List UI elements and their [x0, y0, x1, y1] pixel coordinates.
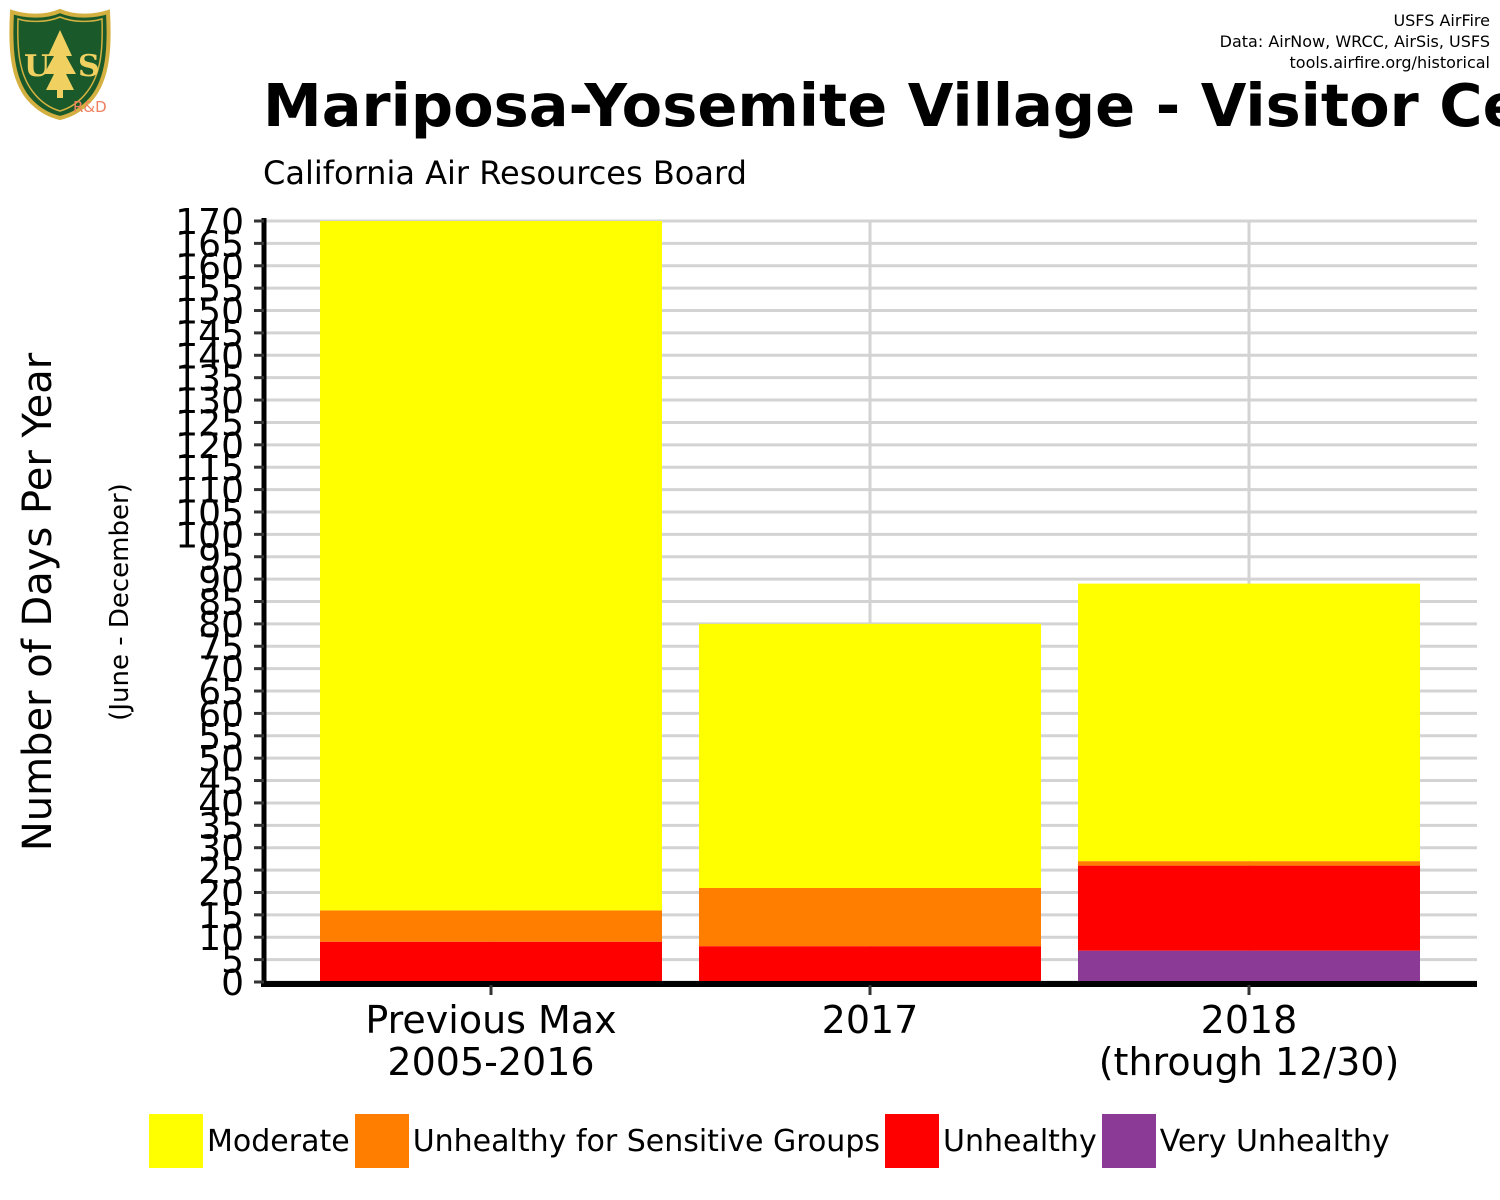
bar-very-unhealthy-3 — [1078, 950, 1420, 982]
forest-service-shield-icon: U S — [9, 8, 111, 120]
logo-rd-label: R&D — [73, 98, 107, 116]
y-tick-label: 60 — [198, 694, 244, 735]
y-tick-label: 35 — [198, 806, 244, 847]
y-tick-label: 95 — [198, 538, 244, 579]
y-tick-label: 25 — [198, 851, 244, 892]
legend-swatch — [149, 1114, 203, 1168]
y-tick-label: 90 — [198, 560, 244, 601]
legend-swatch — [354, 1114, 409, 1168]
y-tick-label: 75 — [198, 627, 244, 668]
legend-item-unhealthy-for-sensitive-groups: Unhealthy for Sensitive Groups — [354, 1114, 880, 1168]
y-tick-label: 10 — [198, 918, 244, 959]
y-tick-label: 80 — [198, 605, 244, 646]
bar-moderate-1 — [320, 221, 662, 911]
bar-unhealthy-1 — [320, 941, 662, 982]
y-tick-label: 5 — [221, 941, 244, 982]
y-tick-label: 30 — [198, 829, 244, 870]
legend-item-unhealthy: Unhealthy — [885, 1114, 1097, 1168]
svg-text:S: S — [78, 49, 100, 84]
x-tick-label: 2017 — [822, 998, 919, 1042]
legend-item-moderate: Moderate — [149, 1114, 350, 1168]
svg-text:U: U — [24, 49, 50, 84]
y-tick-label: 155 — [175, 269, 244, 310]
y-tick-label: 165 — [175, 224, 244, 265]
y-tick-label: 125 — [175, 403, 244, 444]
y-tick-label: 70 — [198, 650, 244, 691]
legend-swatch — [1101, 1114, 1156, 1168]
bar-moderate-3 — [1078, 583, 1420, 862]
legend-label: Unhealthy for Sensitive Groups — [412, 1123, 880, 1159]
y-tick-label: 130 — [175, 381, 244, 422]
legend-label: Very Unhealthy — [1159, 1123, 1390, 1159]
legend-swatch — [885, 1114, 939, 1168]
y-tick-label: 100 — [175, 515, 244, 556]
bar-moderate-2 — [699, 623, 1041, 888]
y-tick-label: 15 — [198, 896, 244, 937]
legend-label: Moderate — [207, 1123, 350, 1159]
legend: Moderate Unhealthy for Sensitive Groups Un… — [149, 1114, 1395, 1168]
credits-line-2: Data: AirNow, WRCC, AirSis, USFS — [1219, 32, 1490, 51]
y-tick-label: 150 — [175, 292, 244, 333]
x-tick-label: (through 12/30) — [1099, 1040, 1400, 1084]
y-tick-label: 85 — [198, 583, 244, 624]
y-tick-label: 50 — [198, 739, 244, 780]
y-tick-label: 45 — [198, 762, 244, 803]
y-tick-label: 120 — [175, 426, 244, 467]
y-tick-label: 40 — [198, 784, 244, 825]
chart-title: Mariposa-Yosemite Village - Visitor Ce — [263, 71, 1500, 140]
y-tick-label: 105 — [175, 493, 244, 534]
credits-line-3: tools.airfire.org/historical — [1289, 53, 1490, 72]
bar-unhealthy-for-sensitive-groups-2 — [699, 887, 1041, 947]
credits-line-1: USFS AirFire — [1393, 11, 1490, 30]
y-tick-label: 65 — [198, 672, 244, 713]
y-tick-label: 20 — [198, 873, 244, 914]
bar-unhealthy-for-sensitive-groups-1 — [320, 910, 662, 942]
bar-unhealthy-for-sensitive-groups-3 — [1078, 861, 1420, 866]
y-tick-label: 115 — [175, 448, 244, 489]
legend-label: Unhealthy — [943, 1123, 1097, 1159]
y-tick-label: 110 — [175, 471, 244, 512]
chart-subtitle: California Air Resources Board — [263, 154, 747, 192]
credits: USFS AirFire Data: AirNow, WRCC, AirSis,… — [1220, 10, 1490, 73]
y-tick-label: 55 — [198, 717, 244, 758]
y-tick-label: 160 — [175, 247, 244, 288]
y-tick-label: 0 — [221, 963, 244, 1004]
y-tick-label: 140 — [175, 336, 244, 377]
legend-item-very-unhealthy: Very Unhealthy — [1101, 1114, 1390, 1168]
x-tick-label: 2005-2016 — [387, 1040, 594, 1084]
y-tick-label: 145 — [175, 314, 244, 355]
bar-unhealthy-3 — [1078, 865, 1420, 951]
x-tick-label: Previous Max — [365, 998, 616, 1042]
y-tick-label: 135 — [175, 359, 244, 400]
y-tick-label: 170 — [175, 202, 244, 243]
bar-unhealthy-2 — [699, 946, 1041, 982]
x-tick-label: 2018 — [1201, 998, 1298, 1042]
